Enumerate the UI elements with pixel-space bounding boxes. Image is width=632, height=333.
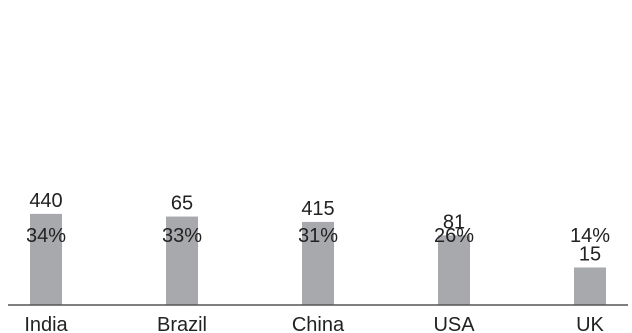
- bar-usa: [438, 235, 470, 305]
- bar-brazil: [166, 216, 198, 305]
- value-label-brazil: 65: [171, 193, 193, 215]
- percent-label-india: 34%: [26, 225, 66, 247]
- category-label-brazil: Brazil: [157, 314, 207, 333]
- bars-group: [30, 213, 606, 305]
- category-label-india: India: [24, 314, 68, 333]
- percent-label-brazil: 33%: [162, 225, 202, 247]
- bar-china: [302, 221, 334, 305]
- value-label-india: 440: [29, 190, 62, 212]
- bar-india: [30, 213, 62, 305]
- value-label-china: 415: [301, 198, 334, 220]
- category-label-china: China: [292, 314, 345, 333]
- percent-label-uk: 14%: [570, 225, 610, 247]
- category-label-uk: UK: [576, 314, 604, 333]
- value-label-uk: 15: [579, 243, 601, 265]
- percent-label-usa: 26%: [434, 225, 474, 247]
- bar-uk: [574, 267, 606, 305]
- value-label-usa: 81: [443, 211, 465, 233]
- percent-label-china: 31%: [298, 225, 338, 247]
- category-label-usa: USA: [433, 314, 475, 333]
